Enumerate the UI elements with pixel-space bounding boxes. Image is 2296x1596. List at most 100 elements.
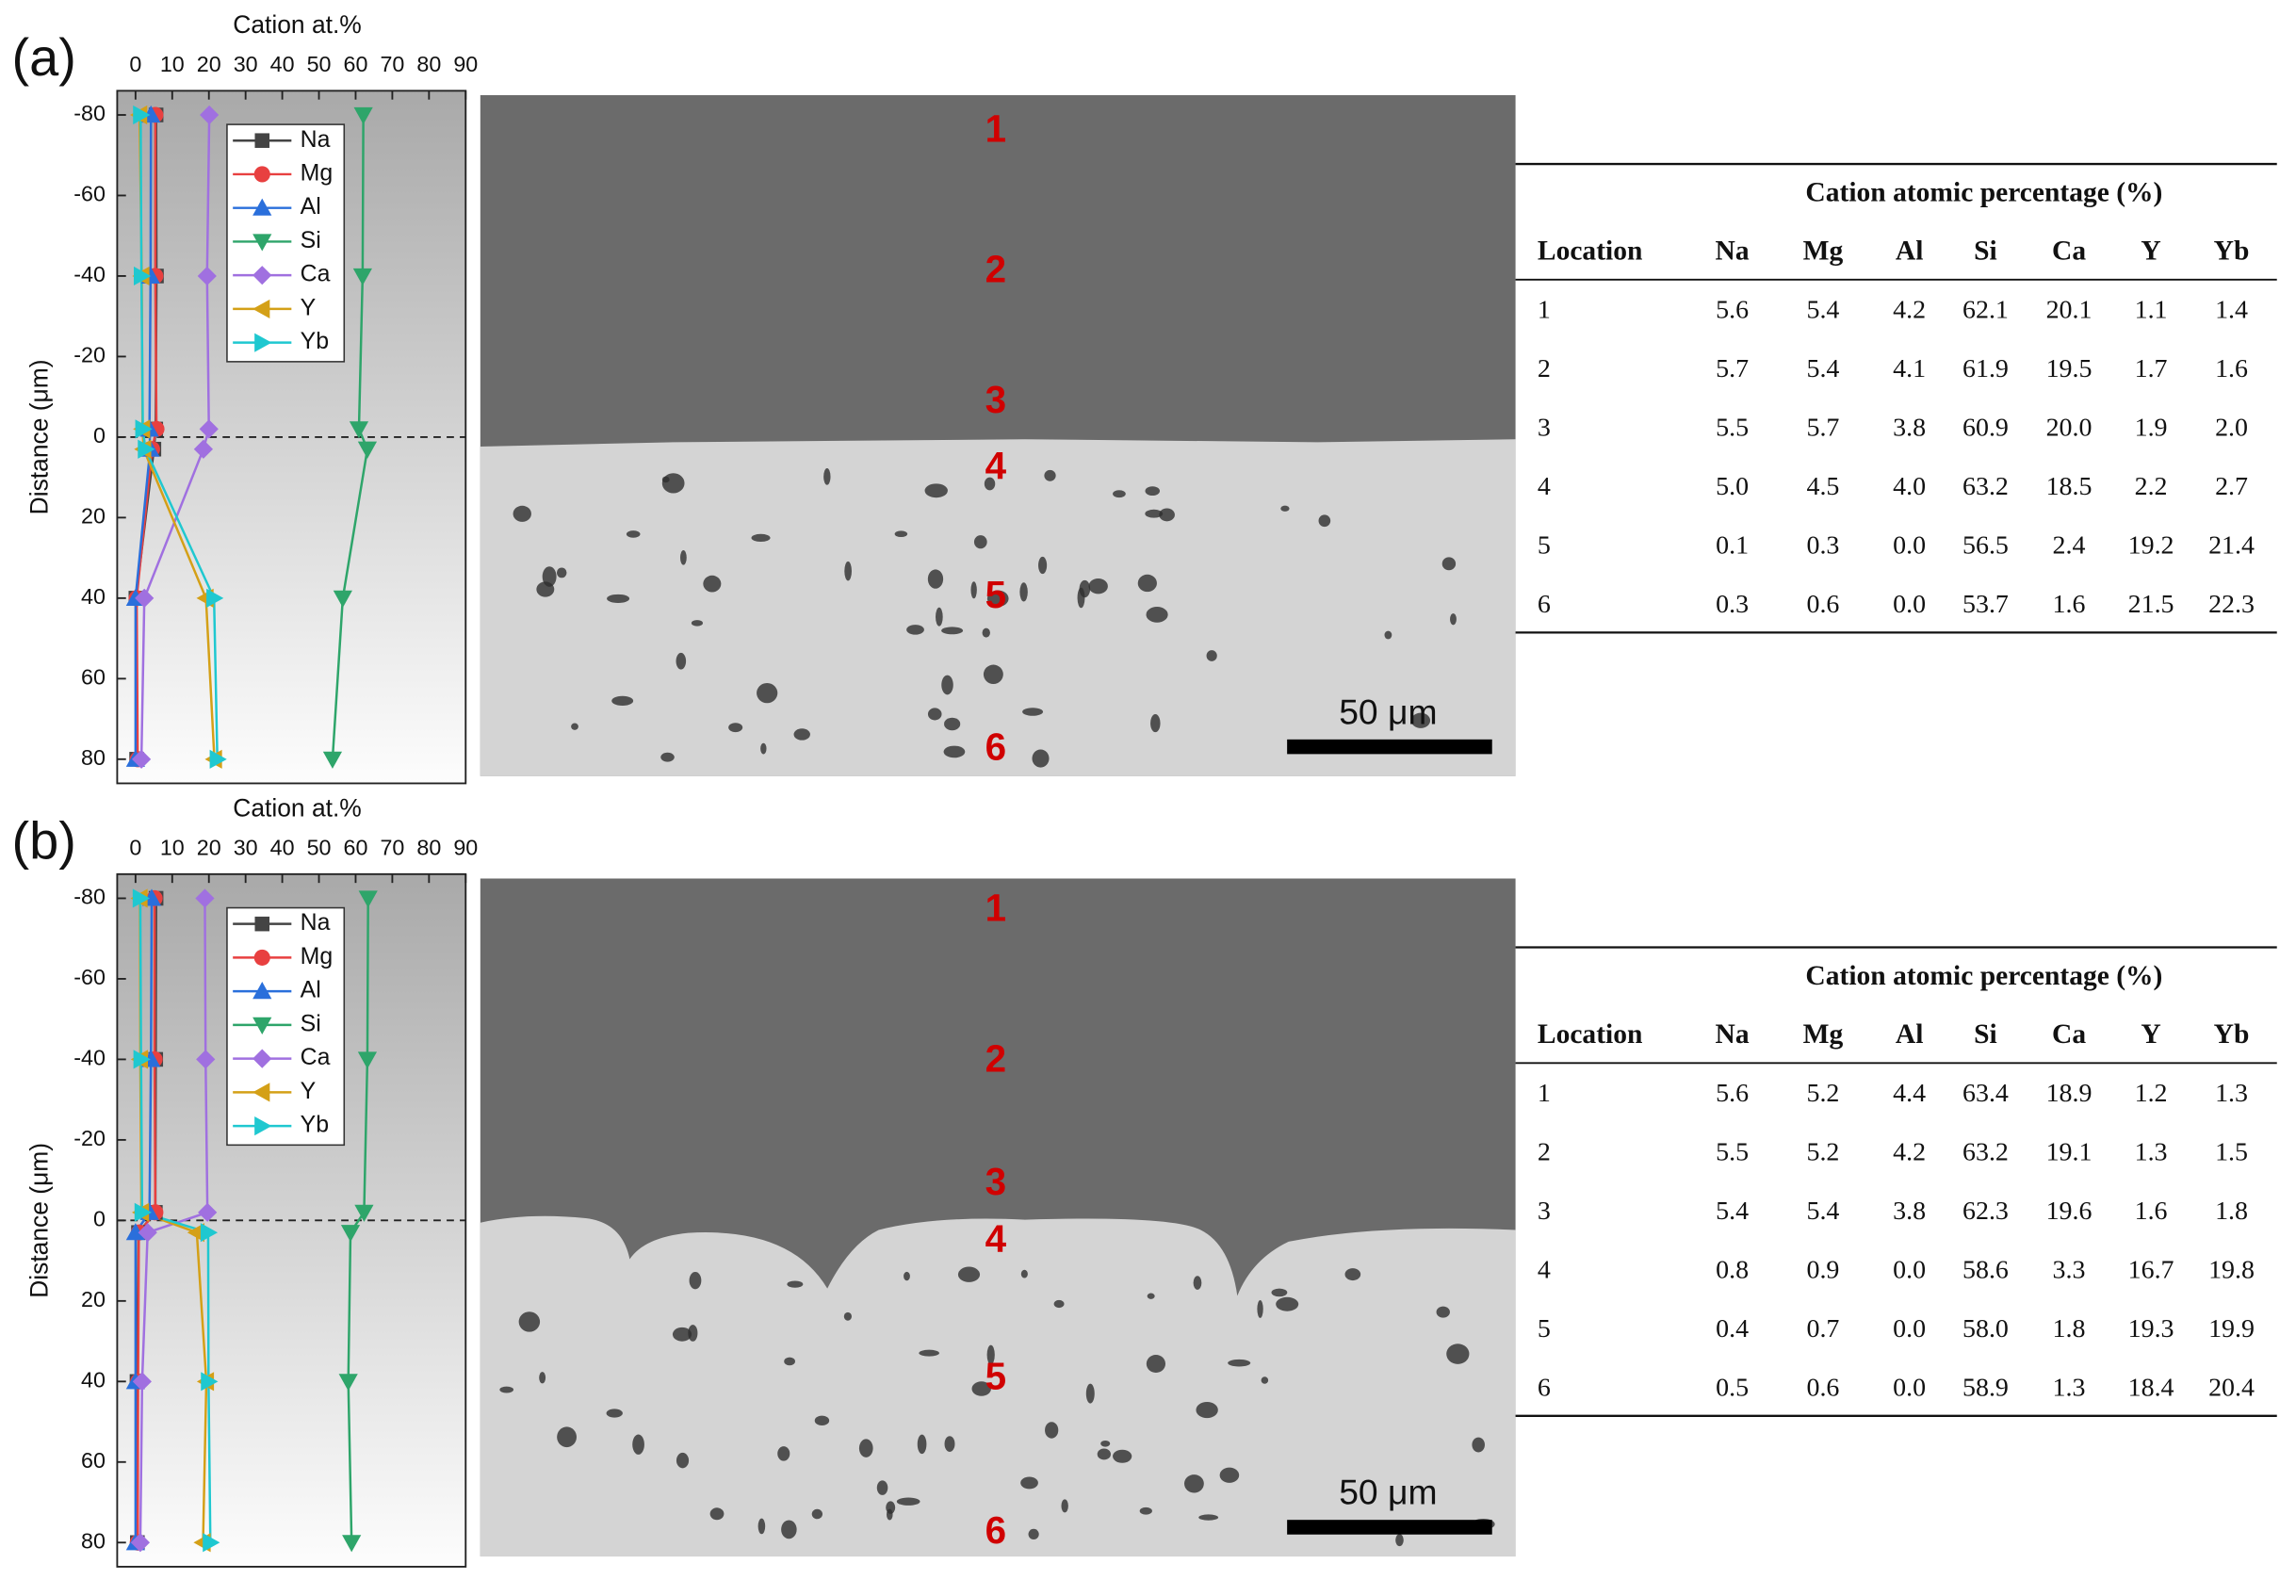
marker	[349, 421, 369, 439]
legend-box	[226, 906, 346, 1147]
marker	[333, 590, 352, 608]
table-cell: 1	[1538, 1079, 1551, 1108]
table-cell: 2.7	[2215, 472, 2248, 501]
table-cell: 0.7	[1806, 1314, 1839, 1344]
pore	[970, 581, 977, 599]
pore	[757, 1518, 766, 1535]
table-cell: 3.8	[1893, 413, 1926, 442]
marker	[134, 266, 152, 286]
pore	[1028, 1528, 1039, 1540]
pore	[556, 567, 567, 578]
table-cell: 22.3	[2208, 590, 2255, 619]
table-cell: 20.0	[2046, 413, 2092, 442]
pore	[1193, 1276, 1202, 1290]
legend-label: Mg	[301, 943, 334, 969]
pore	[811, 1508, 823, 1520]
table-cell: 1.3	[2053, 1373, 2086, 1402]
pore	[1146, 606, 1168, 623]
marker	[133, 105, 151, 125]
table-cell: 16.7	[2128, 1255, 2174, 1284]
table-cell: 4	[1538, 472, 1551, 501]
table-cell: 1.8	[2053, 1314, 2086, 1344]
table-header: Al	[1896, 1019, 1924, 1050]
pore	[680, 550, 687, 565]
pore	[919, 1349, 939, 1357]
pore	[1276, 1296, 1299, 1311]
x-tick-label: 10	[160, 52, 185, 76]
pore	[728, 723, 743, 733]
legend-label: Al	[301, 193, 321, 220]
table-cell: 5.2	[1806, 1137, 1839, 1166]
pore	[971, 1381, 991, 1396]
table-cell: 19.8	[2208, 1255, 2255, 1284]
table-cell: 5.2	[1806, 1079, 1839, 1108]
pore	[1077, 587, 1085, 609]
x-tick-label: 10	[160, 836, 185, 860]
marker	[254, 916, 270, 932]
table-cell: 0.0	[1893, 1314, 1926, 1344]
x-tick-label: 20	[197, 836, 221, 860]
marker	[125, 1223, 145, 1241]
pore	[843, 1311, 852, 1321]
pore	[709, 1507, 725, 1521]
table-cell: 1.8	[2215, 1197, 2248, 1226]
legend-label: Si	[301, 227, 321, 253]
pore	[1344, 1268, 1361, 1281]
y-tick-label: -60	[73, 965, 106, 989]
table-header: Location	[1538, 236, 1643, 267]
x-tick-label: 80	[416, 836, 441, 860]
table-header: Na	[1716, 1019, 1750, 1050]
table-cell: 19.3	[2128, 1314, 2174, 1344]
table-cell: 0.0	[1893, 590, 1926, 619]
pore	[557, 1426, 577, 1448]
pore	[943, 745, 966, 758]
table-cell: 4.4	[1893, 1079, 1926, 1108]
table-cell: 0.0	[1893, 1373, 1926, 1402]
table-cell: 3	[1538, 413, 1551, 442]
series-line	[139, 114, 219, 759]
pore	[917, 1434, 927, 1455]
marker	[138, 439, 155, 459]
x-tick-label: 40	[270, 836, 295, 860]
y-tick-label: 0	[93, 1207, 106, 1231]
pore	[777, 1446, 790, 1461]
pore	[518, 1311, 541, 1332]
legend-label: Y	[301, 1078, 317, 1104]
table-cell: 19.6	[2046, 1197, 2092, 1226]
pore	[983, 664, 1003, 684]
x-tick-label: 70	[380, 52, 404, 76]
pore	[1137, 574, 1157, 593]
location-label: 4	[985, 444, 1007, 487]
series-line	[136, 898, 157, 1543]
scale-bar-label: 50 μm	[1339, 1473, 1437, 1512]
table-cell: 1.3	[2215, 1079, 2248, 1108]
legend-label: Y	[301, 294, 317, 320]
marker	[195, 888, 215, 908]
x-tick-label: 90	[453, 836, 478, 860]
pore	[1020, 1269, 1028, 1278]
marker	[252, 234, 272, 252]
location-label: 1	[985, 886, 1006, 929]
x-axis-label: Cation at.%	[233, 10, 362, 39]
pore	[1441, 557, 1457, 571]
series-line	[139, 114, 211, 759]
pore	[760, 742, 767, 755]
marker	[253, 949, 270, 966]
y-tick-label: -40	[73, 1046, 106, 1070]
table-cell: 5.5	[1716, 1137, 1749, 1166]
pore	[1261, 1376, 1269, 1384]
panel-label: (b)	[11, 811, 75, 871]
pore	[986, 590, 1009, 608]
pore	[944, 717, 961, 731]
pore	[982, 627, 990, 638]
marker	[252, 198, 272, 216]
pore	[676, 1452, 690, 1469]
table-cell: 58.6	[1962, 1255, 2009, 1284]
pore	[1145, 509, 1164, 518]
pore	[957, 1266, 981, 1282]
marker	[254, 1116, 272, 1136]
x-tick-label: 0	[129, 52, 141, 76]
y-tick-label: -40	[73, 262, 106, 286]
marker	[198, 1202, 218, 1222]
x-tick-label: 40	[270, 52, 295, 76]
